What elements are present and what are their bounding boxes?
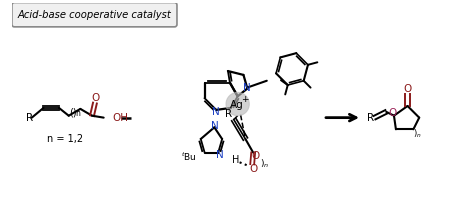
Text: N: N: [216, 150, 224, 160]
Text: $^t$Bu: $^t$Bu: [181, 150, 197, 163]
Text: R: R: [26, 113, 33, 123]
Text: R: R: [367, 113, 374, 123]
Text: O: O: [92, 93, 100, 103]
Text: )$_n$: )$_n$: [413, 128, 421, 140]
Text: Ag: Ag: [230, 100, 244, 110]
Text: O: O: [403, 84, 412, 95]
Text: O: O: [388, 108, 396, 118]
Text: n: n: [75, 109, 80, 118]
Text: n = 1,2: n = 1,2: [47, 134, 83, 144]
Text: O: O: [251, 150, 259, 161]
Text: (): (): [69, 108, 76, 118]
Text: O: O: [249, 164, 257, 174]
Text: N: N: [212, 107, 220, 117]
Text: R: R: [225, 109, 232, 119]
Text: OH: OH: [112, 113, 128, 123]
Text: Acid-base cooperative catalyst: Acid-base cooperative catalyst: [17, 10, 171, 20]
Text: N: N: [244, 83, 251, 93]
Text: +: +: [241, 95, 248, 104]
Text: N: N: [211, 121, 219, 131]
Text: H: H: [232, 155, 239, 165]
Text: )$_n$: )$_n$: [260, 158, 269, 170]
Circle shape: [226, 92, 249, 116]
FancyBboxPatch shape: [12, 3, 177, 27]
